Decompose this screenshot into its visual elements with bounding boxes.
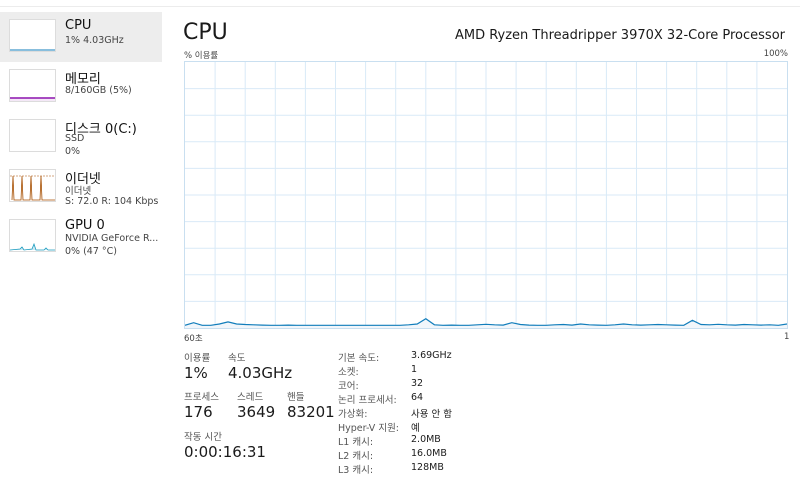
sidebar-item-detail: S: 72.0 R: 104 Kbps bbox=[65, 196, 159, 207]
cpu-usage-graph bbox=[184, 61, 788, 329]
uptime-value: 0:00:16:31 bbox=[184, 443, 266, 461]
spec-value: 사용 안 함 bbox=[411, 409, 452, 420]
spec-value: 예 bbox=[411, 423, 420, 434]
window-top-edge bbox=[0, 0, 800, 7]
sidebar-item-detail: 0% bbox=[65, 146, 81, 157]
speed-label: 속도 bbox=[228, 353, 246, 364]
spec-value: 32 bbox=[411, 378, 424, 389]
spec-key: L2 캐시: bbox=[338, 451, 374, 462]
sidebar-item-title: GPU 0 bbox=[65, 218, 105, 233]
graph-x-left-label: 60초 bbox=[184, 334, 203, 344]
spec-key: 코어: bbox=[338, 381, 359, 392]
spec-key: 가상화: bbox=[338, 409, 368, 420]
thread-value: 3649 bbox=[237, 403, 276, 421]
sidebar-item-title: 디스크 0(C:) bbox=[65, 122, 137, 137]
speed-value: 4.03GHz bbox=[228, 364, 293, 382]
sidebar: CPU 1% 4.03GHz 메모리 8/160GB (5%) 디스크 0(C:… bbox=[0, 12, 162, 485]
cpu-usage-line bbox=[185, 317, 787, 326]
process-value: 176 bbox=[184, 403, 213, 421]
spec-key: L1 캐시: bbox=[338, 437, 374, 448]
spec-value: 128MB bbox=[411, 462, 444, 473]
cpu-thumbnail-graph bbox=[9, 19, 56, 52]
memory-thumbnail-graph bbox=[9, 69, 56, 102]
sidebar-item-disk[interactable]: 디스크 0(C:) SSD 0% bbox=[0, 112, 162, 162]
gpu-thumbnail-graph bbox=[9, 219, 56, 252]
ethernet-thumbnail-graph bbox=[9, 169, 56, 202]
handle-value: 83201 bbox=[287, 403, 335, 421]
spec-value: 1 bbox=[411, 364, 418, 375]
sidebar-item-cpu[interactable]: CPU 1% 4.03GHz bbox=[0, 12, 162, 62]
sidebar-item-memory[interactable]: 메모리 8/160GB (5%) bbox=[0, 62, 162, 112]
process-label: 프로세스 bbox=[184, 392, 219, 403]
processor-name: AMD Ryzen Threadripper 3970X 32-Core Pro… bbox=[454, 28, 785, 43]
graph-y-max-label: 100% bbox=[763, 49, 788, 59]
spec-value: 64 bbox=[411, 392, 424, 403]
thread-label: 스레드 bbox=[237, 392, 264, 403]
disk-thumbnail-graph bbox=[9, 119, 56, 152]
usage-value: 1% bbox=[184, 364, 208, 382]
sidebar-item-subtitle: 이더넷 bbox=[65, 186, 92, 197]
sidebar-item-subtitle: SSD bbox=[65, 133, 85, 144]
spec-key: 소켓: bbox=[338, 367, 359, 378]
sidebar-item-subtitle: 1% 4.03GHz bbox=[65, 35, 124, 46]
cpu-usage-chart bbox=[185, 62, 787, 328]
graph-y-axis-label: % 이용률 bbox=[184, 51, 219, 61]
sidebar-item-gpu[interactable]: GPU 0 NVIDIA GeForce R... 0% (47 °C) bbox=[0, 212, 162, 262]
graph-x-right-label: 1 bbox=[784, 332, 790, 342]
handle-label: 핸들 bbox=[287, 392, 305, 403]
sidebar-item-subtitle: NVIDIA GeForce R... bbox=[65, 233, 159, 244]
spec-key: 논리 프로세서: bbox=[338, 395, 397, 406]
spec-key: L3 캐시: bbox=[338, 465, 374, 476]
spec-value: 2.0MB bbox=[411, 434, 441, 445]
spec-value: 16.0MB bbox=[411, 448, 447, 459]
usage-label: 이용률 bbox=[184, 353, 211, 364]
sidebar-item-ethernet[interactable]: 이더넷 이더넷 S: 72.0 R: 104 Kbps bbox=[0, 162, 162, 212]
uptime-label: 작동 시간 bbox=[184, 432, 222, 443]
sidebar-item-detail: 0% (47 °C) bbox=[65, 246, 117, 257]
sidebar-item-subtitle: 8/160GB (5%) bbox=[65, 85, 132, 96]
spec-value: 3.69GHz bbox=[411, 350, 452, 361]
sidebar-item-title: CPU bbox=[65, 18, 92, 33]
page-title: CPU bbox=[183, 20, 228, 45]
sidebar-item-title: 이더넷 bbox=[65, 172, 101, 187]
sidebar-item-title: 메모리 bbox=[65, 72, 101, 87]
spec-key: Hyper-V 지원: bbox=[338, 423, 400, 434]
spec-key: 기본 속도: bbox=[338, 353, 380, 364]
